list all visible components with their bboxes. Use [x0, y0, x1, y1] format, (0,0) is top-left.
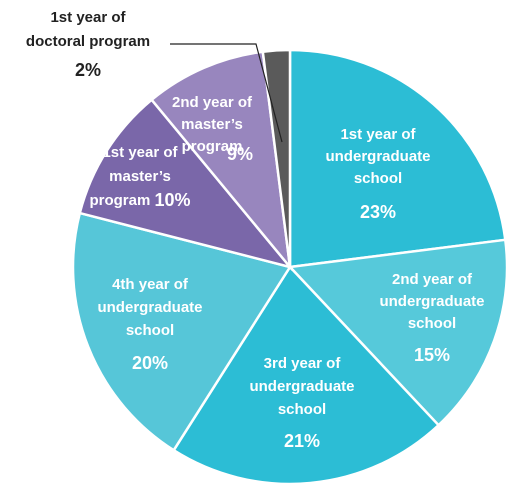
value-label: 10%	[154, 190, 190, 210]
slice-label: 3rd year of	[264, 355, 342, 372]
slice-label: school	[354, 170, 402, 187]
pie-slice	[261, 48, 292, 268]
value-label: 15%	[414, 345, 450, 365]
slice-label-line: program	[89, 192, 150, 209]
value-label: 20%	[132, 353, 168, 373]
slice-label: program 10%	[89, 190, 190, 210]
slice-label: undergraduate	[379, 293, 484, 310]
slice-label: 2nd year of	[172, 94, 253, 111]
slice-label: undergraduate	[249, 378, 354, 395]
slice-label: 2nd year of	[392, 271, 473, 288]
value-label: 23%	[360, 202, 396, 222]
value-label: 2%	[75, 60, 101, 80]
slice-label: 1st year of	[340, 126, 416, 143]
pie-slice	[71, 211, 292, 452]
value-label: 21%	[284, 431, 320, 451]
slice-label: undergraduate	[325, 148, 430, 165]
slice-label: master’s	[109, 168, 171, 185]
slice-label: school	[408, 315, 456, 332]
slice-label: 4th year of	[112, 276, 189, 293]
pie-slice	[288, 48, 506, 269]
slice-label: program	[182, 138, 243, 155]
slice-label: school	[278, 401, 326, 418]
pie-slice	[287, 238, 506, 427]
slice-label: 1st year of	[50, 9, 126, 26]
pie-slice	[78, 98, 294, 270]
slice-label: 1st year of	[102, 144, 178, 161]
value-label: 9%	[227, 144, 253, 164]
slice-label: doctoral program	[26, 33, 150, 50]
slice-label: school	[126, 322, 174, 339]
pie-slice	[172, 264, 441, 485]
slice-label: master’s	[181, 116, 243, 133]
leader-line	[170, 43, 283, 143]
slice-label: undergraduate	[97, 299, 202, 316]
